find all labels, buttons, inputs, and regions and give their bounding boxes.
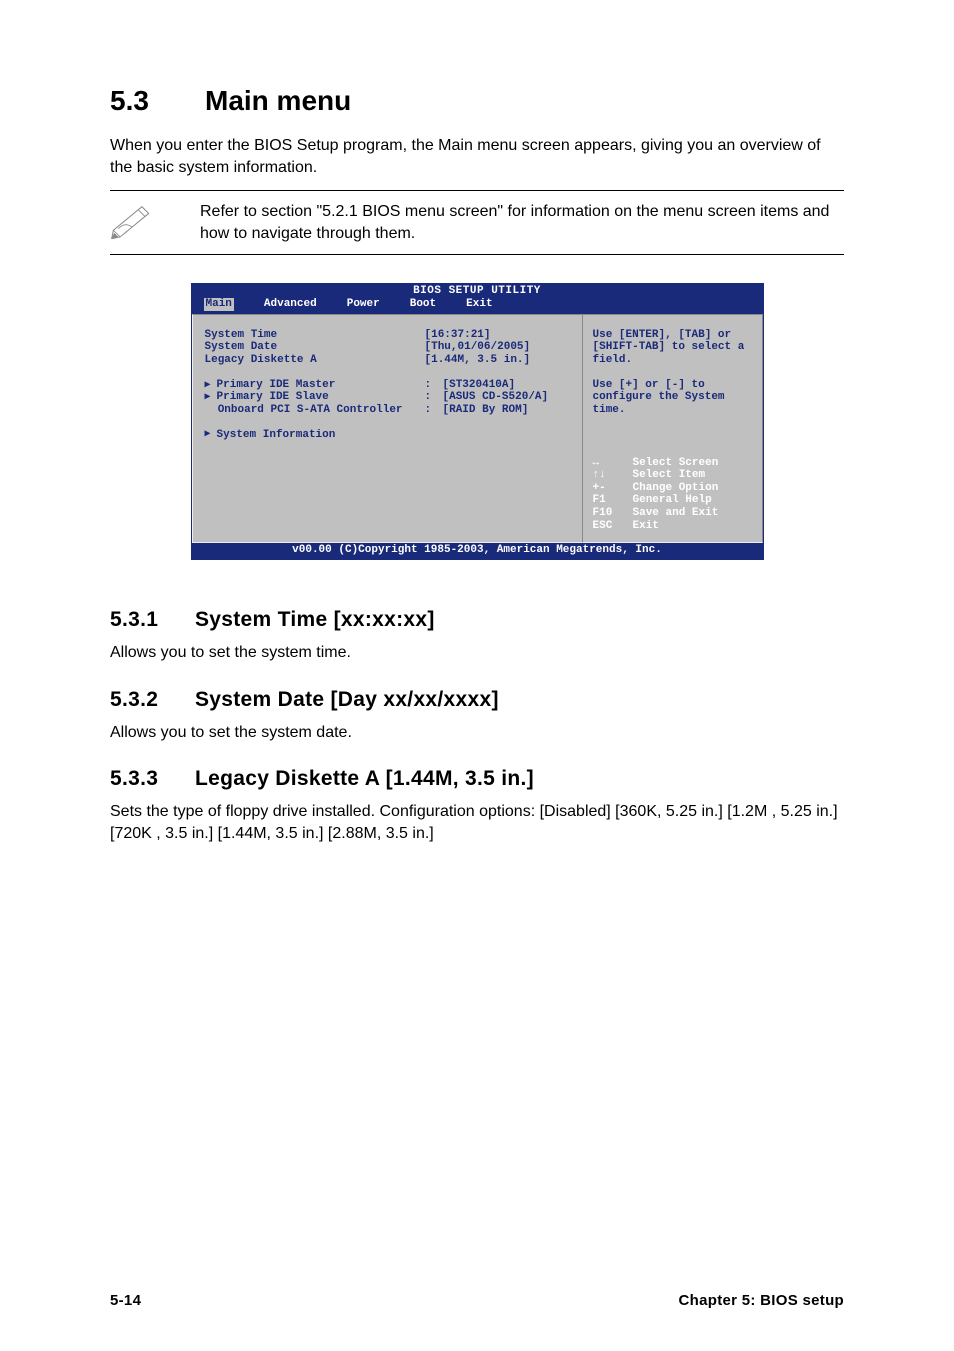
intro-paragraph: When you enter the BIOS Setup program, t… — [110, 135, 844, 178]
bios-menu-bar: Main Advanced Power Boot Exit — [192, 298, 763, 314]
page-number: 5-14 — [110, 1292, 141, 1309]
note-text: Refer to section "5.2.1 BIOS menu screen… — [200, 201, 844, 244]
subsection-5-3-1-body: Allows you to set the system time. — [110, 642, 844, 664]
bios-row-primary-ide-master: ▶ Primary IDE Master:[ST320410A] — [205, 379, 572, 392]
bios-row-primary-ide-slave: ▶ Primary IDE Slave:[ASUS CD-S520/A] — [205, 391, 572, 404]
subsection-5-3-1: 5.3.1System Time [xx:xx:xx] — [110, 608, 844, 632]
subsection-5-3-2-body: Allows you to set the system date. — [110, 722, 844, 744]
bios-hotkeys: ↔Select Screen ↑↓Select Item +-Change Op… — [593, 457, 754, 533]
section-number: 5.3 — [110, 85, 205, 117]
bios-help-text-2: Use [+] or [-] to configure the System t… — [593, 379, 754, 417]
bios-row-sata-controller: Onboard PCI S-ATA Controller:[RAID By RO… — [205, 404, 572, 417]
subsection-5-3-2: 5.3.2System Date [Day xx/xx/xxxx] — [110, 688, 844, 712]
bios-tab-exit: Exit — [466, 298, 492, 311]
subsection-5-3-3-body: Sets the type of floppy drive installed.… — [110, 801, 844, 844]
subsection-5-3-3: 5.3.3Legacy Diskette A [1.44M, 3.5 in.] — [110, 767, 844, 791]
bios-row-system-time: System Time[16:37:21] — [205, 329, 572, 342]
bios-row-legacy-diskette: Legacy Diskette A[1.44M, 3.5 in.] — [205, 354, 572, 367]
bios-left-panel: System Time[16:37:21] System Date[Thu,01… — [192, 314, 583, 544]
bios-help-text-1: Use [ENTER], [TAB] or [SHIFT-TAB] to sel… — [593, 329, 754, 367]
bios-tab-main: Main — [204, 298, 234, 311]
chapter-label: Chapter 5: BIOS setup — [679, 1292, 845, 1309]
note-box: Refer to section "5.2.1 BIOS menu screen… — [110, 190, 844, 255]
bios-right-panel: Use [ENTER], [TAB] or [SHIFT-TAB] to sel… — [583, 314, 763, 544]
bios-body: System Time[16:37:21] System Date[Thu,01… — [192, 314, 763, 544]
page-footer: 5-14 Chapter 5: BIOS setup — [110, 1292, 844, 1309]
pencil-note-icon — [110, 201, 200, 244]
bios-tab-boot: Boot — [410, 298, 436, 311]
section-heading: 5.3Main menu — [110, 85, 844, 117]
bios-row-system-information: ▶ System Information — [205, 429, 572, 442]
bios-row-system-date: System Date[Thu,01/06/2005] — [205, 341, 572, 354]
section-title: Main menu — [205, 85, 351, 116]
bios-title: BIOS SETUP UTILITY — [192, 284, 763, 298]
bios-tab-advanced: Advanced — [264, 298, 317, 311]
bios-footer: v00.00 (C)Copyright 1985-2003, American … — [192, 543, 763, 559]
bios-tab-power: Power — [347, 298, 380, 311]
bios-screenshot: BIOS SETUP UTILITY Main Advanced Power B… — [191, 283, 764, 560]
